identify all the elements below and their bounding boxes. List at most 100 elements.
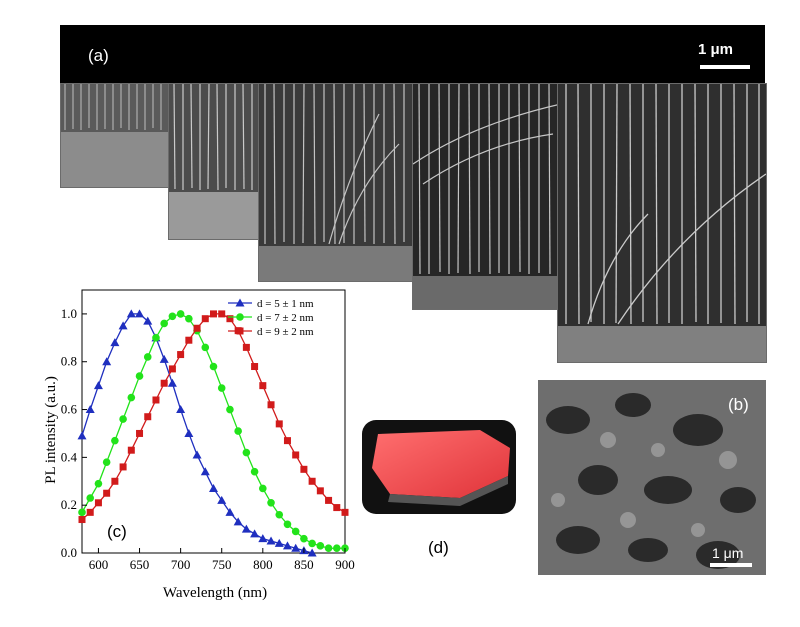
panel-a-scale-bar-label: 1 μm	[698, 41, 734, 58]
data-point	[266, 536, 276, 545]
data-point	[193, 324, 201, 332]
pl-spectra-chart: 600 650 700 750 800 850 9000.00.20.40.60.81.0 …	[43, 289, 355, 601]
data-point	[341, 508, 349, 516]
data-point	[176, 310, 185, 318]
sem-image-3	[258, 83, 416, 282]
data-point	[242, 448, 251, 457]
data-point	[177, 351, 185, 359]
series-line	[81, 313, 345, 549]
y-tick-label: 0.6	[61, 402, 78, 417]
x-tick-label: 700	[171, 557, 191, 572]
data-point	[143, 316, 153, 325]
sem-image-1	[60, 83, 170, 188]
series-1	[77, 309, 317, 557]
data-point	[275, 420, 283, 428]
series-2	[78, 310, 349, 553]
data-point	[225, 507, 235, 516]
data-point	[119, 415, 127, 423]
data-point	[94, 499, 102, 507]
data-point	[201, 343, 210, 352]
sem-image-4	[412, 83, 562, 310]
data-point	[283, 520, 292, 529]
data-point	[267, 401, 275, 409]
legend-entry: d = 9 ± 2 nm	[257, 326, 314, 338]
x-tick-label: 600	[89, 557, 109, 572]
data-point	[126, 309, 136, 318]
y-axis-label: PL intensity (a.u.)	[43, 376, 59, 484]
data-point	[135, 372, 144, 380]
legend-entry: d = 7 ± 2 nm	[257, 312, 314, 324]
data-point	[159, 354, 169, 363]
panel-b-scale-bar	[710, 563, 752, 567]
series-3	[78, 310, 349, 524]
data-point	[167, 378, 177, 387]
data-point	[275, 510, 284, 519]
data-point	[160, 379, 168, 387]
data-point	[259, 484, 267, 493]
data-point	[300, 465, 308, 473]
x-axis-label: Wavelength (nm)	[163, 585, 267, 601]
panel-a-header-bar	[60, 25, 765, 83]
data-point	[102, 357, 112, 366]
data-point	[234, 427, 242, 435]
data-point	[307, 548, 317, 557]
data-point	[242, 343, 250, 351]
data-point	[185, 336, 193, 344]
data-point	[324, 544, 333, 553]
data-point	[86, 494, 95, 502]
data-point	[184, 428, 194, 437]
data-point	[308, 539, 316, 548]
data-point	[251, 363, 259, 371]
data-point	[226, 405, 234, 414]
data-point	[316, 542, 325, 550]
data-point	[119, 463, 127, 471]
data-point	[78, 508, 86, 517]
data-point	[300, 534, 308, 543]
data-point	[77, 431, 87, 440]
data-point	[332, 544, 341, 553]
data-point	[308, 477, 316, 485]
data-point	[233, 517, 243, 526]
data-point	[217, 495, 227, 504]
data-point	[209, 483, 218, 492]
plot-area-frame	[81, 289, 346, 554]
data-point	[258, 534, 268, 543]
data-point	[93, 381, 103, 390]
data-point	[176, 405, 186, 414]
data-point	[250, 467, 259, 476]
data-point	[267, 498, 275, 507]
data-point	[103, 489, 111, 497]
data-point	[102, 458, 111, 466]
y-tick-label: 0.8	[61, 354, 77, 369]
data-point	[78, 516, 86, 524]
data-point	[135, 309, 145, 318]
data-point	[226, 315, 234, 323]
data-point	[168, 312, 177, 321]
data-point	[85, 405, 95, 414]
data-point	[292, 451, 300, 459]
legend-entry: d = 5 ± 1 nm	[257, 298, 314, 310]
data-point	[143, 353, 152, 361]
data-point	[291, 527, 300, 536]
y-tick-label: 1.0	[61, 306, 77, 321]
data-point	[86, 508, 94, 516]
panel-b-label: (b)	[728, 395, 749, 414]
data-point	[274, 538, 284, 547]
data-point	[185, 314, 193, 323]
data-point	[325, 496, 333, 504]
y-tick-label: 0.2	[61, 497, 77, 512]
data-point	[127, 446, 135, 454]
x-tick-label: 650	[130, 557, 150, 572]
data-point	[217, 384, 226, 392]
data-point	[316, 487, 324, 495]
data-point	[94, 479, 103, 488]
data-point	[283, 437, 291, 445]
data-point	[209, 362, 218, 371]
data-point	[136, 429, 144, 437]
panel-a-label: (a)	[88, 46, 109, 65]
data-point	[201, 315, 209, 323]
legend-marker	[236, 313, 244, 321]
data-point	[127, 393, 136, 402]
panel-d-sample-photo	[362, 420, 516, 514]
panel-b-sem-top-view	[538, 380, 766, 575]
